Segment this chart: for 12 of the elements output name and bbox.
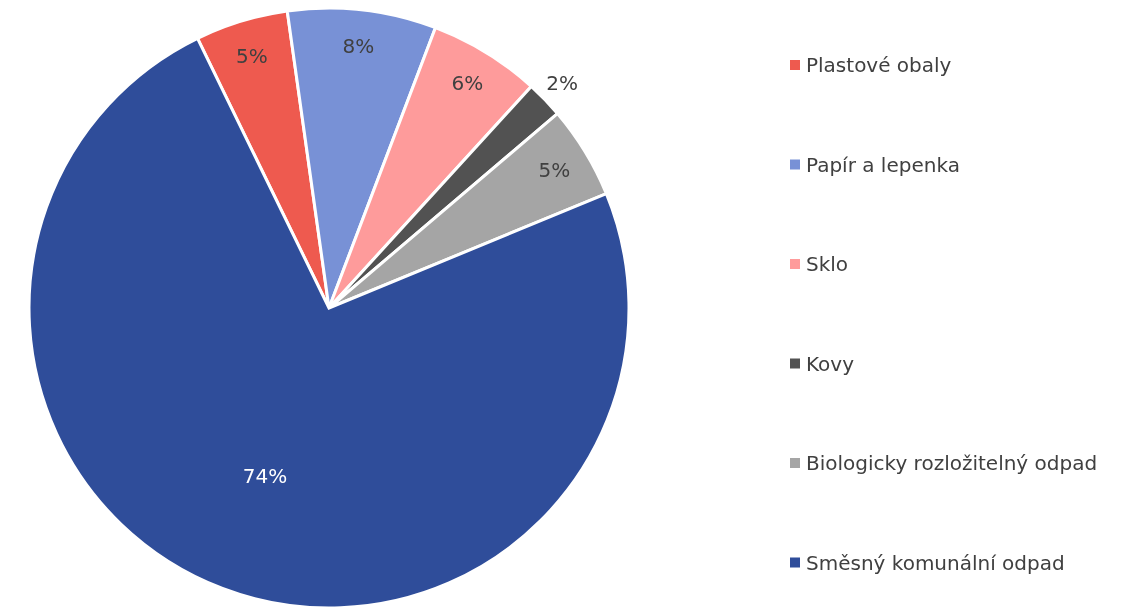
data-label: 6%	[451, 71, 484, 96]
legend-label: Plastové obaly	[806, 53, 952, 77]
legend-label: Kovy	[806, 351, 855, 376]
legend-label: Papír a lepenka	[806, 152, 960, 177]
data-label: 2%	[546, 70, 578, 95]
legend-label: Sklo	[806, 252, 849, 276]
legend-label: Směsný komunální odpad	[806, 550, 1065, 575]
data-label: 5%	[235, 43, 268, 68]
data-label: 5%	[538, 158, 571, 183]
data-label: 74%	[242, 464, 288, 489]
data-label: 8%	[342, 33, 375, 58]
legend-label: Biologicky rozložitelný odpad	[806, 451, 1098, 475]
